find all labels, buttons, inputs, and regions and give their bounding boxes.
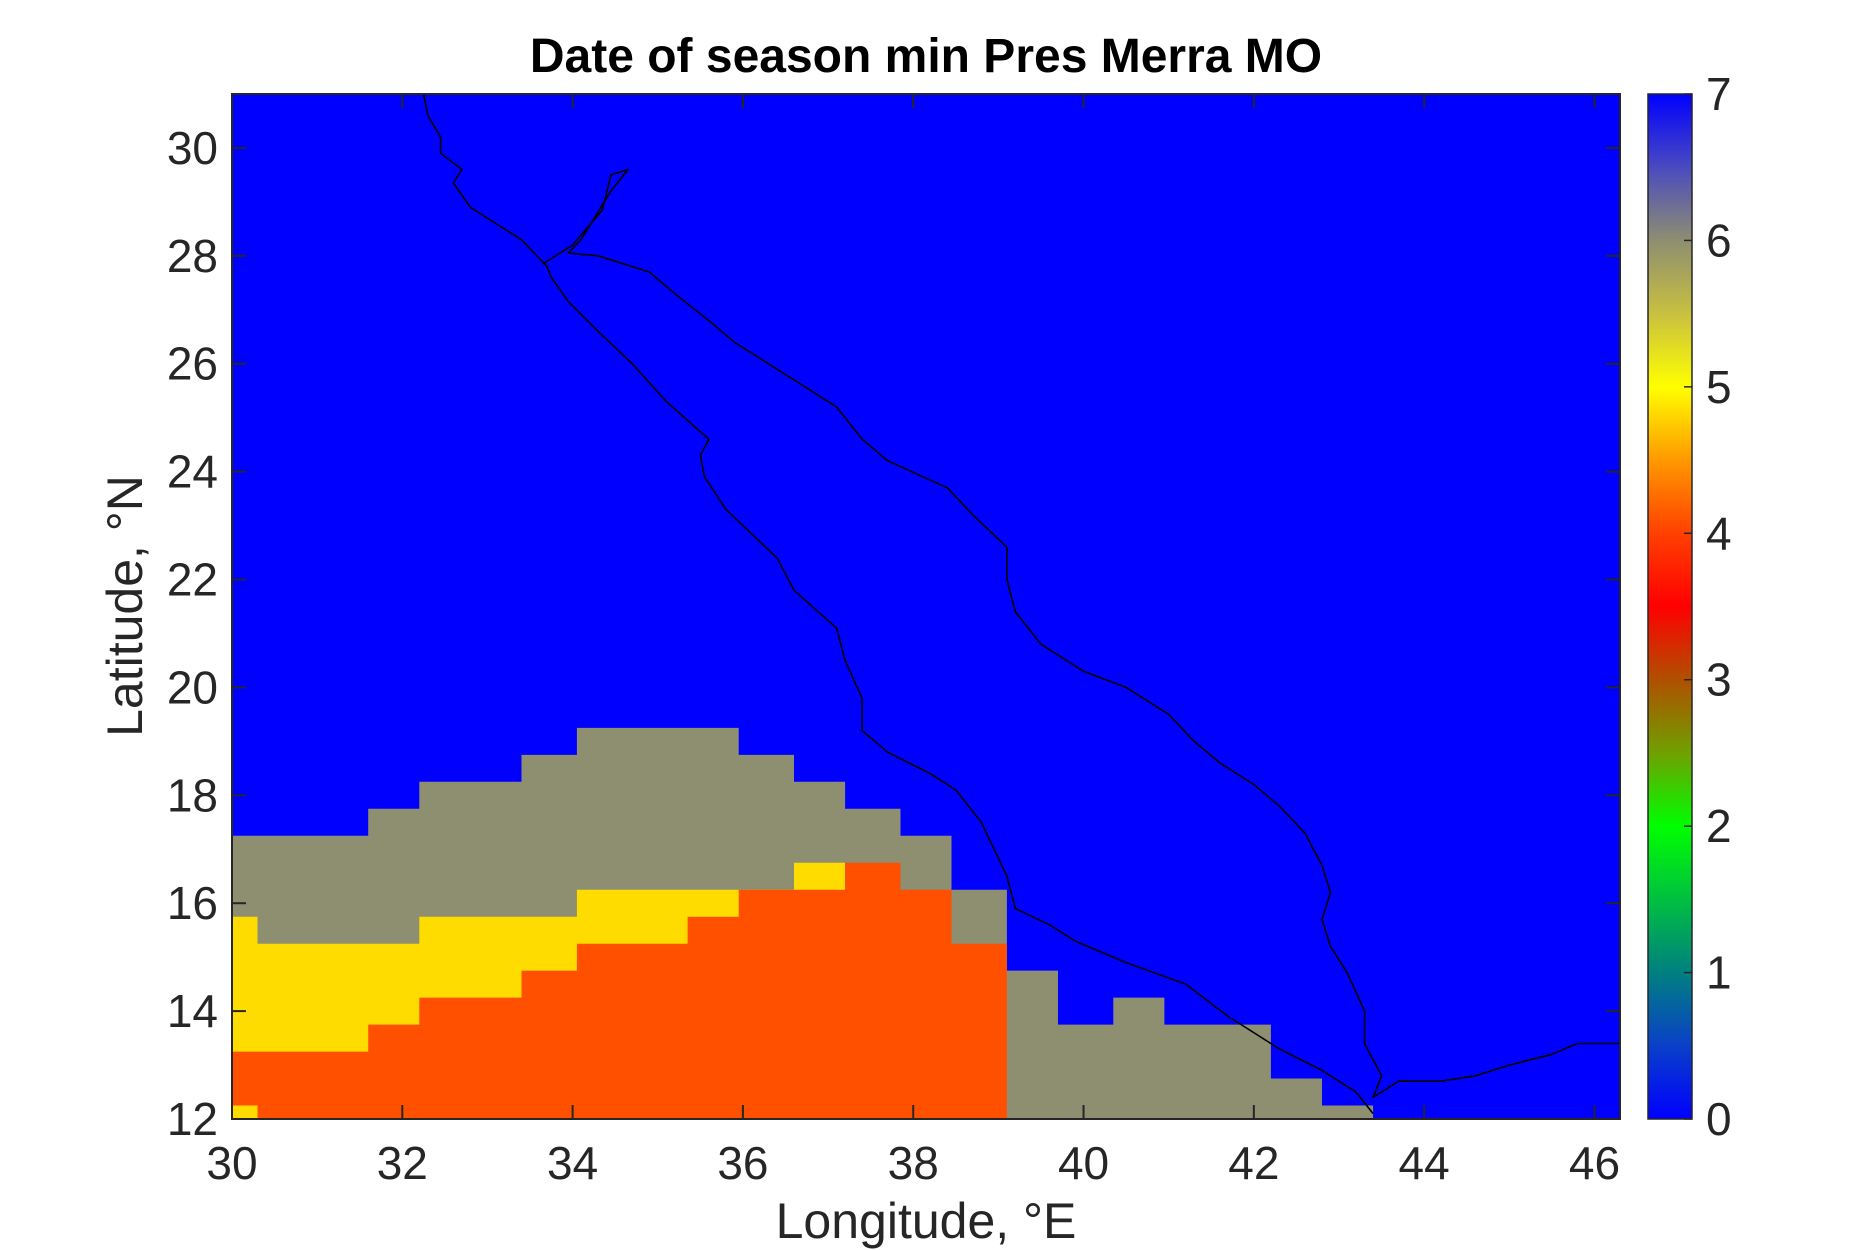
chart-title: Date of season min Pres Merra MO [530,30,1322,83]
x-tick-label: 36 [717,1137,768,1189]
heatmap-regions [232,727,1374,1119]
y-tick-label: 16 [167,877,218,929]
y-tick-label: 12 [167,1093,218,1145]
colorbar: 0 1 2 3 4 5 6 7 [1647,68,1732,1145]
x-tick-label: 44 [1399,1137,1450,1189]
coastline [422,94,1620,1115]
y-tick-label: 26 [167,338,218,390]
x-tick-label: 30 [206,1137,257,1189]
y-tick-label: 22 [167,554,218,606]
colorbar-tick-label: 7 [1706,68,1732,120]
y-tick-label: 18 [167,769,218,821]
heatmap-region-4 [232,862,1058,1119]
colorbar-tick-label: 3 [1706,654,1732,706]
x-tick-label: 42 [1228,1137,1279,1189]
colorbar-tick-label: 0 [1706,1093,1732,1145]
y-tick-label: 14 [167,985,218,1037]
x-tick-label: 40 [1058,1137,1109,1189]
y-tick-label: 20 [167,661,218,713]
x-tick-label: 46 [1569,1137,1620,1189]
y-axis-label: Latitude, °N [97,475,153,737]
x-tick-label: 32 [377,1137,428,1189]
plot-frame [231,93,1621,1120]
plot-area [231,93,1621,1120]
y-tick-label: 30 [167,122,218,174]
colorbar-ticks: 0 1 2 3 4 5 6 7 [1684,68,1732,1145]
heatmap-region-6 [1006,1105,1058,1119]
colorbar-tick-label: 6 [1706,214,1732,266]
x-tick-label: 38 [888,1137,939,1189]
x-axis: 30 32 34 36 38 40 42 44 46 [206,94,1620,1189]
y-tick-label: 28 [167,230,218,282]
colorbar-bar [1647,93,1693,1120]
x-axis-label: Longitude, °E [776,1193,1077,1249]
colorbar-tick-label: 2 [1706,800,1732,852]
coastline-path [542,168,1620,1099]
y-axis: 12 14 16 18 20 22 24 26 28 30 [167,122,1620,1145]
colorbar-tick-label: 5 [1706,361,1732,413]
y-tick-label: 24 [167,446,218,498]
x-tick-label: 34 [547,1137,598,1189]
colorbar-tick-label: 1 [1706,947,1732,999]
coastline-path [422,94,1374,1115]
colorbar-tick-label: 4 [1706,507,1732,559]
